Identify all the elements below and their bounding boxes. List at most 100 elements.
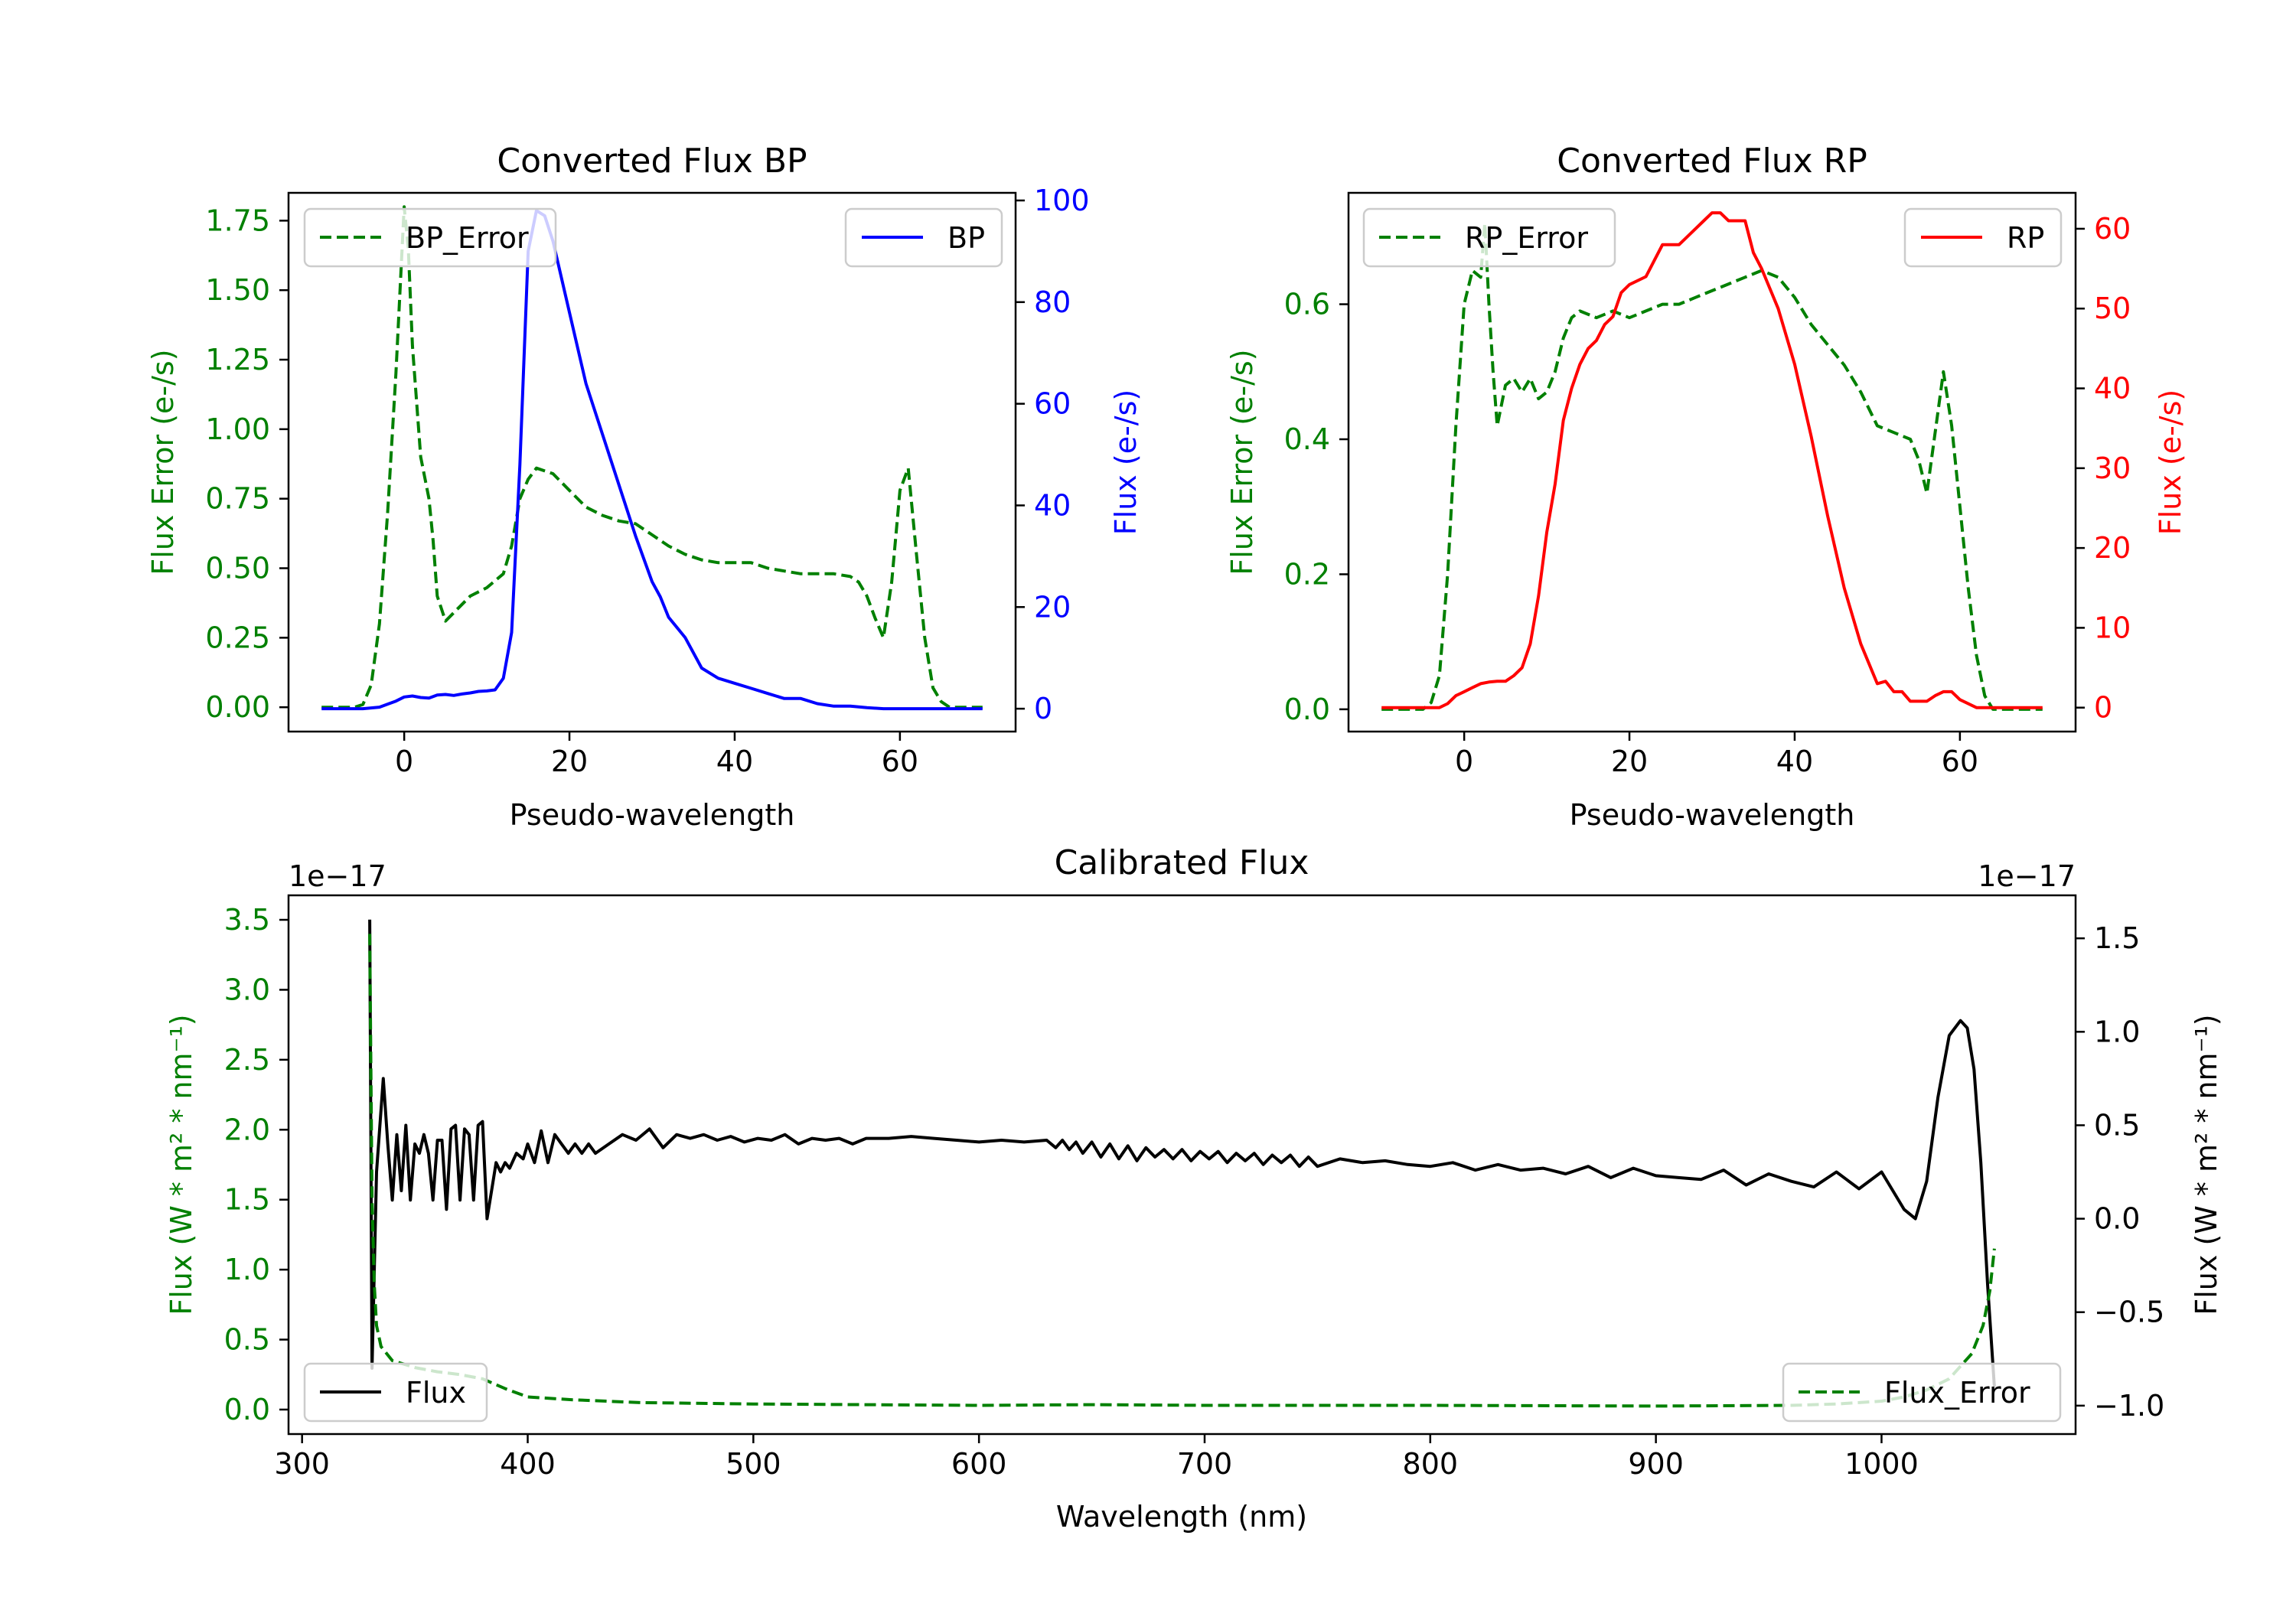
right-y-tick-label: 10	[2094, 611, 2131, 644]
right-y-tick-label: 20	[2094, 531, 2131, 565]
x-tick-label: 1000	[1844, 1447, 1919, 1481]
right-y-tick-label: 0	[2094, 691, 2112, 725]
x-tick-label: 0	[1455, 745, 1473, 778]
series-rp-error-line	[1381, 221, 2043, 711]
right-y-axis: −1.0 −0.5 0.0 0.5 1.0 1.5	[2076, 921, 2164, 1423]
left-y-tick-label: 1.5	[224, 1183, 270, 1217]
left-y-axis-label: Flux (W * m² * nm⁻¹)	[165, 1014, 198, 1315]
x-axis: 300 400 500 600 700 800 900 1000	[274, 1434, 1919, 1481]
x-tick-label: 400	[500, 1447, 556, 1481]
left-y-axis-label: Flux Error (e-/s)	[1225, 349, 1259, 575]
left-y-axis-label: Flux Error (e-/s)	[146, 349, 180, 575]
left-y-tick-label: 0.2	[1284, 557, 1330, 591]
legend-box	[1903, 207, 2063, 268]
right-y-tick-label: 100	[1034, 184, 1090, 217]
right-y-tick-label: 60	[1034, 387, 1071, 421]
left-scale-label: 1e−17	[289, 859, 386, 893]
series-layer	[1381, 211, 2043, 711]
series-bp-error-line	[321, 205, 983, 709]
chart-title: Converted Flux RP	[1557, 142, 1867, 181]
left-y-tick-label: 0.0	[1284, 693, 1330, 726]
left-y-tick-label: 3.0	[224, 973, 270, 1006]
x-tick-label: 20	[1611, 745, 1648, 778]
legend-label-rp-error: RP_Error	[1465, 221, 1588, 255]
left-y-tick-label: 2.5	[224, 1043, 270, 1077]
right-y-tick-label: 30	[2094, 451, 2131, 485]
right-y-tick-label: 50	[2094, 292, 2131, 325]
right-y-tick-label: −0.5	[2094, 1296, 2164, 1329]
x-tick-label: 800	[1403, 1447, 1459, 1481]
right-y-tick-label: 40	[1034, 488, 1071, 522]
legend-label-flux: Flux	[406, 1376, 466, 1410]
legend-box	[844, 207, 1003, 268]
left-y-tick-label: 1.25	[205, 343, 270, 376]
plot-frame	[1347, 191, 2077, 733]
legend-right[interactable]: BP	[844, 207, 1003, 268]
plot-frame	[287, 191, 1017, 733]
legend-left[interactable]: Flux	[303, 1362, 488, 1423]
x-tick-label: 600	[951, 1447, 1007, 1481]
chart-calibrated: Calibrated Flux 300 400 500 600 700 800 900 100…	[165, 843, 2223, 1534]
left-y-tick-label: 0.6	[1284, 288, 1330, 321]
series-layer	[321, 205, 983, 711]
chart-title: Converted Flux BP	[497, 142, 807, 181]
legend-right[interactable]: Flux_Error	[1782, 1362, 2062, 1423]
right-y-tick-label: 0.0	[2094, 1202, 2140, 1236]
right-y-axis-label: Flux (W * m² * nm⁻¹)	[2190, 1014, 2223, 1315]
series-flux-line	[368, 919, 1996, 1387]
right-y-tick-label: 20	[1034, 590, 1071, 624]
x-axis-label: Pseudo-wavelength	[510, 798, 795, 832]
x-tick-label: 40	[716, 745, 753, 778]
right-y-tick-label: 0	[1034, 692, 1052, 725]
legend-left[interactable]: BP_Error	[303, 207, 557, 268]
right-y-tick-label: 0.5	[2094, 1108, 2140, 1142]
x-tick-label: 500	[726, 1447, 781, 1481]
legend-box	[1782, 1362, 2062, 1423]
legend-label-bp-error: BP_Error	[406, 221, 529, 255]
left-y-tick-label: 1.0	[224, 1253, 270, 1286]
x-tick-label: 60	[1942, 745, 1978, 778]
legend-label-bp: BP	[947, 221, 985, 255]
series-rp-line	[1381, 211, 2043, 709]
legend-right[interactable]: RP	[1903, 207, 2063, 268]
left-y-tick-label: 0.5	[224, 1323, 270, 1357]
x-axis-label: Wavelength (nm)	[1056, 1500, 1307, 1534]
left-y-tick-label: 1.00	[205, 412, 270, 446]
x-axis: 0 20 40 60	[1455, 732, 1978, 778]
right-y-axis-label: Flux (e-/s)	[2154, 390, 2187, 535]
legend-box	[1362, 207, 1616, 268]
right-y-tick-label: 1.0	[2094, 1015, 2140, 1048]
series-bp-line	[321, 209, 983, 711]
x-tick-label: 20	[551, 745, 588, 778]
chart-bp: Converted Flux BP 0 20 40 60 0.000.250.500.…	[146, 142, 1143, 832]
x-tick-label: 700	[1177, 1447, 1233, 1481]
right-y-axis-label: Flux (e-/s)	[1109, 390, 1143, 535]
left-y-tick-label: 0.50	[205, 552, 270, 585]
left-y-axis: 0.00 0.25 0.50 0.75 1.00 1.25 1.50 1.75	[205, 204, 289, 724]
right-y-tick-label: −1.0	[2094, 1389, 2164, 1423]
right-scale-label: 1e−17	[1978, 859, 2076, 893]
legend-label-flux-error: Flux_Error	[1884, 1376, 2030, 1410]
legend-box	[303, 207, 557, 268]
left-y-tick-label: 0.00	[205, 690, 270, 724]
right-y-tick-label: 80	[1034, 285, 1071, 319]
plot-frame	[287, 894, 2077, 1436]
left-y-tick-label: 0.0	[224, 1393, 270, 1426]
right-y-tick-label: 40	[2094, 372, 2131, 406]
left-y-tick-label: 0.25	[205, 621, 270, 654]
left-y-tick-label: 1.50	[205, 273, 270, 307]
legend-left[interactable]: RP_Error	[1362, 207, 1616, 268]
x-tick-label: 900	[1628, 1447, 1684, 1481]
x-axis: 0 20 40 60	[395, 732, 918, 778]
legend-box	[303, 1362, 488, 1423]
x-tick-label: 40	[1776, 745, 1813, 778]
left-y-axis: 0.0 0.5 1.0 1.5 2.0 2.5 3.0 3.5	[224, 903, 289, 1426]
chart-title: Calibrated Flux	[1055, 843, 1309, 882]
legend-label-rp: RP	[2007, 221, 2044, 255]
left-y-tick-label: 1.75	[205, 204, 270, 237]
left-y-tick-label: 0.75	[205, 482, 270, 516]
x-tick-label: 0	[395, 745, 413, 778]
right-y-axis: 0 10 20 30 40 50 60	[2076, 212, 2131, 725]
